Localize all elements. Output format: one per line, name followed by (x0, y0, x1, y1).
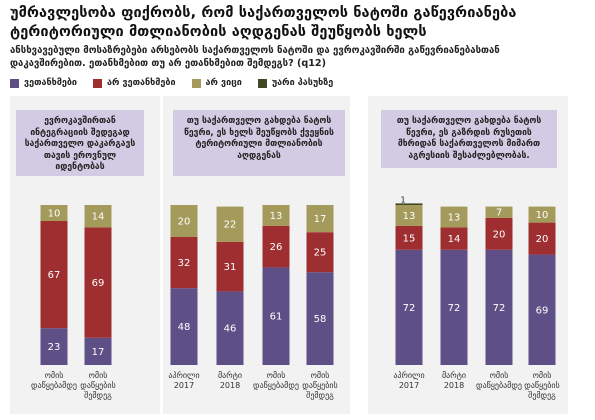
data-label: 20 (493, 229, 506, 240)
data-label: 14 (92, 212, 105, 223)
bar-segment (40, 328, 68, 365)
bar-segment (216, 206, 244, 242)
category-label: მარტი 2018 (442, 370, 466, 390)
category-label: ომის დაწყებამდე (31, 370, 77, 390)
bar-segment (395, 225, 423, 250)
legend-swatch (93, 78, 102, 88)
data-label: 72 (403, 303, 416, 314)
bar-segment (395, 249, 423, 365)
bar-segment (170, 237, 198, 289)
legend-label: არ ვეთანხმები (107, 78, 176, 88)
legend: ვეთანხმები არ ვეთანხმები არ ვიცი უარი პა… (10, 78, 333, 88)
legend-label: უარი პასუხზე (271, 78, 334, 88)
data-label: 69 (536, 305, 549, 316)
legend-label: ვეთანხმები (24, 78, 77, 88)
legend-item: უარი პასუხზე (257, 78, 334, 88)
bar-segment (440, 206, 468, 228)
category-label: აპრილი 2017 (393, 370, 424, 390)
bar-segment (485, 217, 513, 250)
data-label: 69 (92, 278, 105, 289)
data-label: 25 (314, 248, 327, 259)
legend-swatch (191, 78, 201, 88)
legend-swatch (10, 78, 19, 88)
bar-segment (306, 272, 334, 365)
bar-segment (485, 249, 513, 365)
data-label: 31 (224, 262, 237, 273)
data-label: 10 (536, 210, 549, 221)
data-label: 13 (448, 213, 461, 224)
legend-label: არ ვიცი (205, 78, 242, 88)
bar-segment (306, 232, 334, 273)
panel-callout: თუ საქართველო გახდება ნატოს წევრი, ეს ხე… (173, 110, 345, 176)
category-label: მარტი 2018 (218, 370, 242, 390)
panel-callout: ევროკავშირთან ინტეგრაციის შედეგად საქართ… (16, 110, 144, 176)
bar-segment (170, 205, 198, 237)
data-label: 7 (496, 208, 502, 219)
bar-segment (84, 227, 112, 338)
data-label: 23 (48, 342, 61, 353)
legend-item: არ ვიცი (191, 78, 242, 88)
data-label: 14 (448, 234, 461, 245)
bar-segment (170, 288, 198, 365)
category-label: ომის დაწყების შემდეგ (524, 370, 559, 400)
data-label: 61 (270, 312, 283, 323)
chart-title: უმრავლესობა ფიქრობს, რომ საქართველოს ნატ… (10, 5, 517, 40)
bar-segment (528, 254, 556, 365)
bar-segment (40, 205, 68, 221)
bar-segment (84, 205, 112, 228)
bar-segment (216, 291, 244, 365)
bar-segment (216, 241, 244, 292)
bar-segment (262, 205, 290, 226)
data-label: 67 (48, 270, 61, 281)
bar-segment (262, 225, 290, 268)
panel-callout: თუ საქართველო გახდება ნატოს წევრი, ეს გა… (381, 110, 557, 168)
bar-segment (528, 222, 556, 255)
data-label: 20 (178, 217, 191, 228)
data-label: 13 (270, 211, 283, 222)
bar-segment (262, 267, 290, 365)
data-label: 17 (92, 347, 105, 358)
data-label: 72 (493, 303, 506, 314)
data-label: 22 (224, 220, 237, 231)
bar-segment (306, 205, 334, 233)
bar-segment (528, 206, 556, 223)
legend-item: ვეთანხმები (10, 78, 77, 88)
bar-segment (485, 206, 513, 218)
chart-subtitle: ანსხვავებული მოსაზრებები არსებობს საქართ… (10, 45, 500, 69)
data-label: 72 (448, 303, 461, 314)
legend-swatch (257, 78, 267, 88)
data-label: 10 (48, 209, 61, 220)
data-label: 15 (403, 233, 416, 244)
category-label: აპრილი 2017 (168, 370, 199, 390)
category-label: ომის დაწყების შემდეგ (302, 370, 337, 400)
data-label: 32 (178, 258, 191, 269)
bar-segment (40, 221, 68, 329)
data-label: 46 (224, 324, 237, 335)
data-label: 1 (400, 195, 405, 204)
data-label: 17 (314, 214, 327, 225)
bar-segment (440, 227, 468, 250)
category-label: ომის დაწყების შემდეგ (80, 370, 115, 400)
bar-segment (84, 337, 112, 365)
data-label: 26 (270, 242, 283, 253)
data-label: 20 (536, 234, 549, 245)
bar-segment (395, 203, 423, 205)
data-label: 48 (178, 322, 191, 333)
category-label: ომის დაწყებამდე (476, 370, 522, 390)
category-label: ომის დაწყებამდე (253, 370, 299, 390)
data-label: 13 (403, 211, 416, 222)
data-label: 58 (314, 314, 327, 325)
bar-segment (395, 205, 423, 226)
legend-item: არ ვეთანხმები (93, 78, 176, 88)
bar-segment (440, 249, 468, 365)
